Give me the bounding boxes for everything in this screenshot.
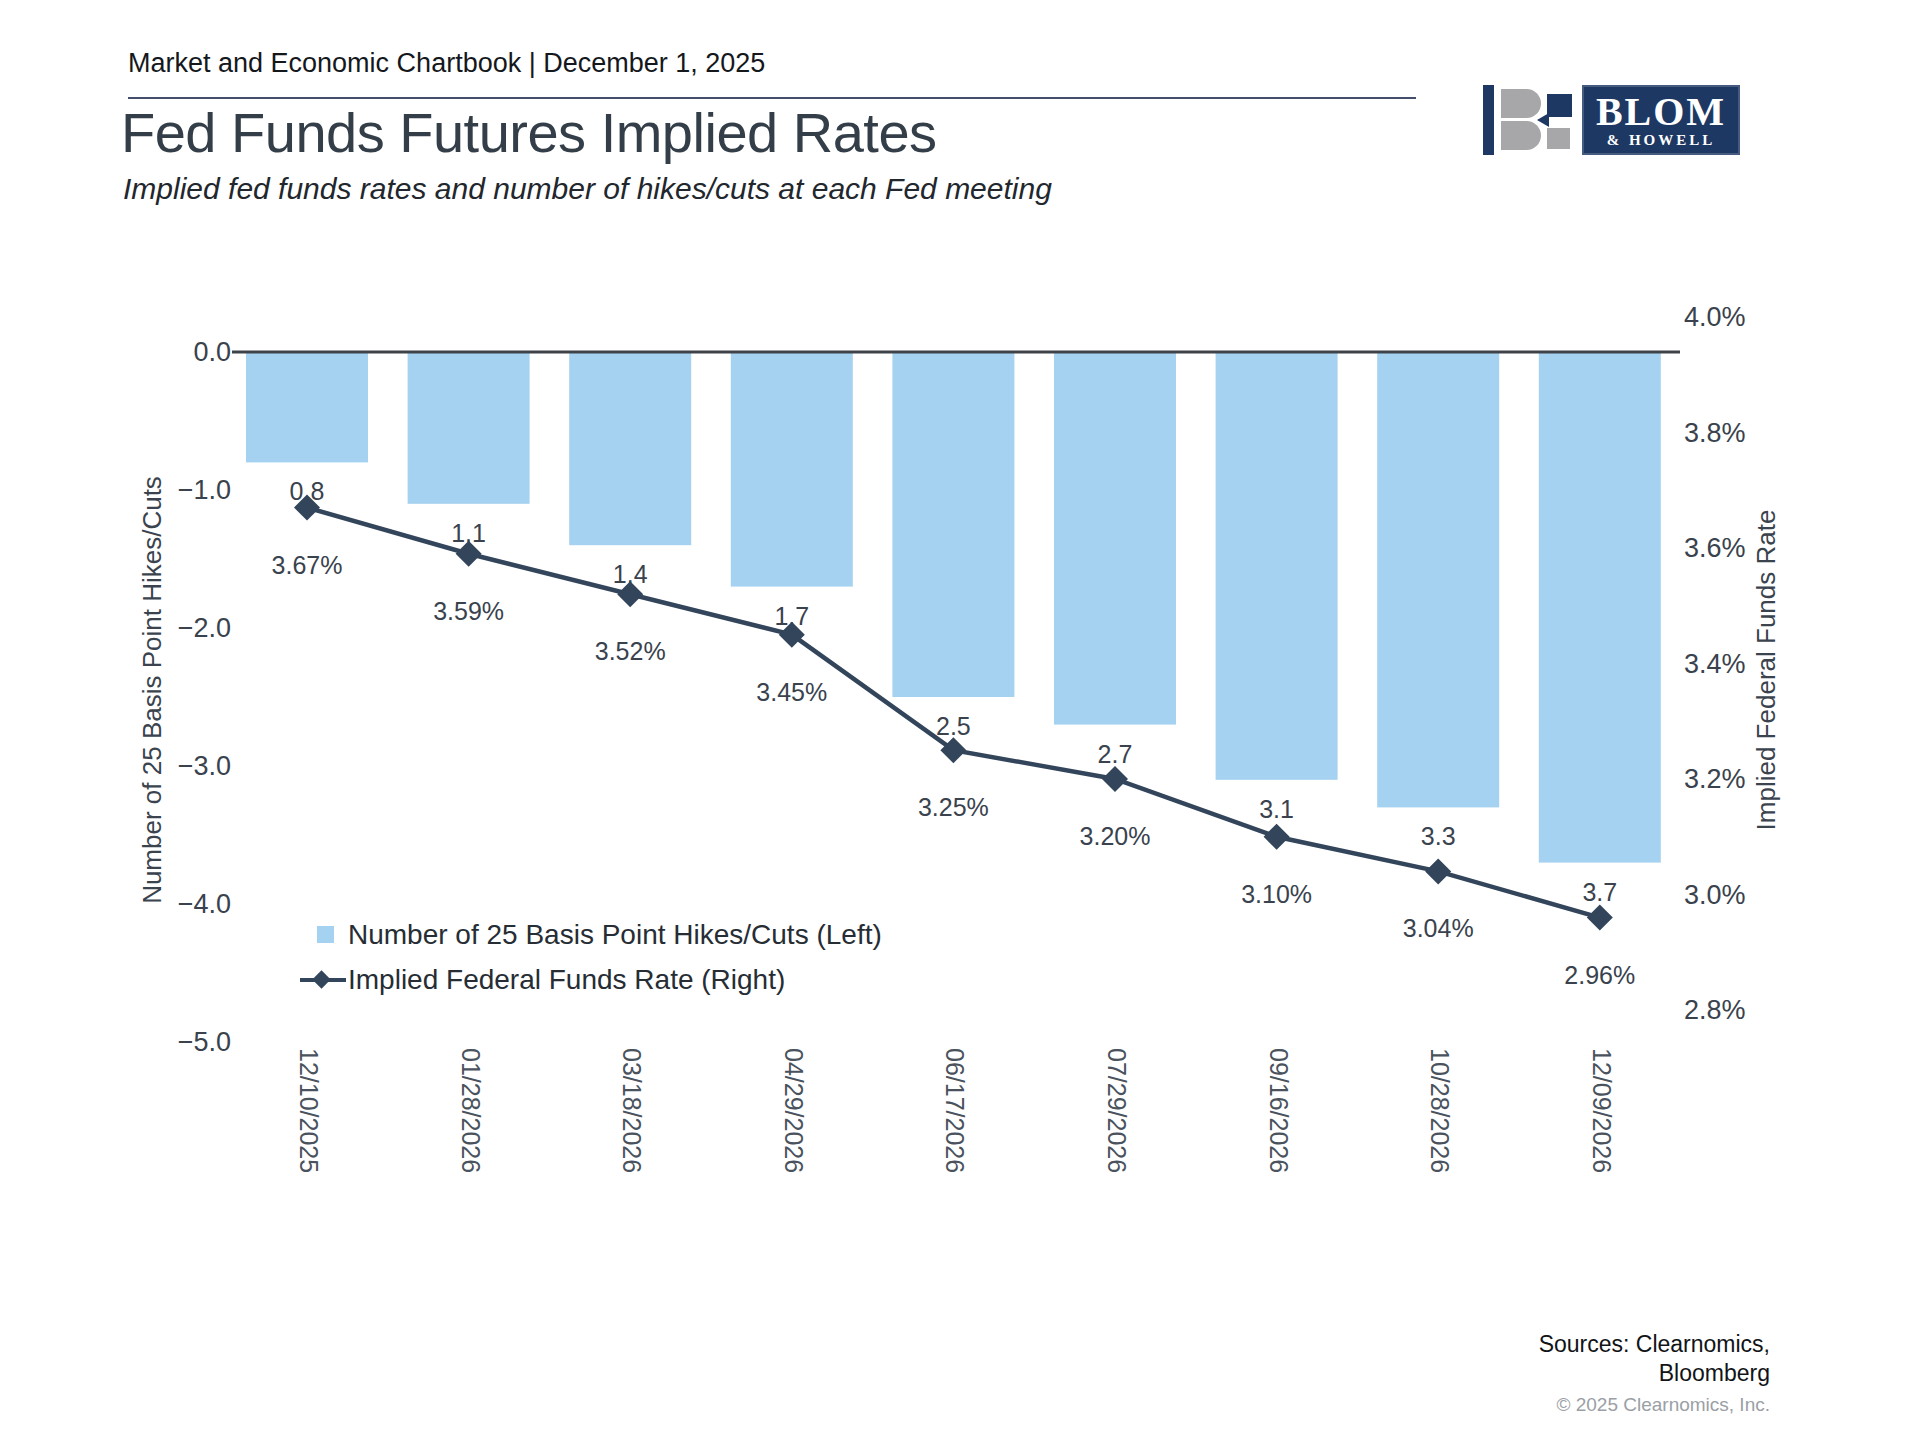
- bar: [1377, 352, 1499, 807]
- copyright-note: © 2025 Clearnomics, Inc.: [1539, 1393, 1770, 1417]
- left-axis-title: Number of 25 Basis Point Hikes/Cuts: [137, 476, 168, 904]
- right-tick-label: 3.8%: [1684, 418, 1746, 448]
- chartbook-page: Market and Economic Chartbook | December…: [0, 0, 1920, 1440]
- date-label: 06/17/2026: [941, 1048, 969, 1173]
- rate-value-label: 3.59%: [433, 597, 504, 625]
- right-tick-label: 3.0%: [1684, 880, 1746, 910]
- right-tick-label: 4.0%: [1684, 302, 1746, 332]
- right-tick-label: 3.2%: [1684, 764, 1746, 794]
- legend-label: Implied Federal Funds Rate (Right): [348, 964, 785, 996]
- right-tick-label: 2.8%: [1684, 995, 1746, 1025]
- date-label: 12/10/2025: [295, 1048, 323, 1173]
- rate-value-label: 3.04%: [1403, 914, 1474, 942]
- bar: [731, 352, 853, 587]
- rate-point: [1102, 766, 1128, 792]
- sources-block: Sources: Clearnomics, Bloomberg © 2025 C…: [1539, 1330, 1770, 1417]
- right-axis-title: Implied Federal Funds Rate: [1751, 510, 1782, 831]
- chart-legend: Number of 25 Basis Point Hikes/Cuts (Lef…: [300, 912, 882, 1002]
- left-tick-label: −3.0: [178, 751, 231, 781]
- right-tick-label: 3.6%: [1684, 533, 1746, 563]
- rate-value-label: 3.67%: [272, 551, 343, 579]
- legend-label: Number of 25 Basis Point Hikes/Cuts (Lef…: [348, 919, 882, 951]
- left-tick-label: −5.0: [178, 1027, 231, 1057]
- bar: [892, 352, 1014, 697]
- bar: [569, 352, 691, 545]
- bar-value-label: 2.7: [1098, 740, 1133, 768]
- bar: [1539, 352, 1661, 863]
- left-tick-label: −2.0: [178, 613, 231, 643]
- date-label: 04/29/2026: [780, 1048, 808, 1173]
- rate-point: [1587, 905, 1613, 931]
- rate-value-label: 3.10%: [1241, 880, 1312, 908]
- rate-point: [1264, 824, 1290, 850]
- chart-canvas: 0.81.11.41.72.52.73.13.33.70.0−1.0−2.0−3…: [0, 0, 1920, 1440]
- sources-line-1: Sources: Clearnomics,: [1539, 1330, 1770, 1359]
- line-marker-icon: [300, 971, 346, 988]
- bar: [408, 352, 530, 504]
- date-label: 10/28/2026: [1426, 1048, 1454, 1173]
- date-label: 09/16/2026: [1265, 1048, 1293, 1173]
- rate-value-label: 2.96%: [1564, 961, 1635, 989]
- bar: [1054, 352, 1176, 725]
- bar-value-label: 3.3: [1421, 822, 1456, 850]
- rate-value-label: 3.52%: [595, 637, 666, 665]
- date-label: 12/09/2026: [1588, 1048, 1616, 1173]
- left-tick-label: −1.0: [178, 475, 231, 505]
- date-label: 07/29/2026: [1103, 1048, 1131, 1173]
- date-label: 01/28/2026: [457, 1048, 485, 1173]
- bar: [1216, 352, 1338, 780]
- bar-swatch-icon: [317, 926, 334, 943]
- bar-value-label: 2.5: [936, 712, 971, 740]
- bar: [246, 352, 368, 462]
- sources-line-2: Bloomberg: [1539, 1359, 1770, 1388]
- right-tick-label: 3.4%: [1684, 649, 1746, 679]
- date-label: 03/18/2026: [618, 1048, 646, 1173]
- legend-item-line: Implied Federal Funds Rate (Right): [300, 957, 882, 1002]
- bar-value-label: 3.7: [1582, 878, 1617, 906]
- rate-value-label: 3.25%: [918, 793, 989, 821]
- rate-value-label: 3.45%: [756, 678, 827, 706]
- legend-item-bars: Number of 25 Basis Point Hikes/Cuts (Lef…: [300, 912, 882, 957]
- bar-value-label: 3.1: [1259, 795, 1294, 823]
- left-tick-label: 0.0: [193, 337, 231, 367]
- rate-point: [1425, 858, 1451, 884]
- rate-value-label: 3.20%: [1080, 822, 1151, 850]
- left-tick-label: −4.0: [178, 889, 231, 919]
